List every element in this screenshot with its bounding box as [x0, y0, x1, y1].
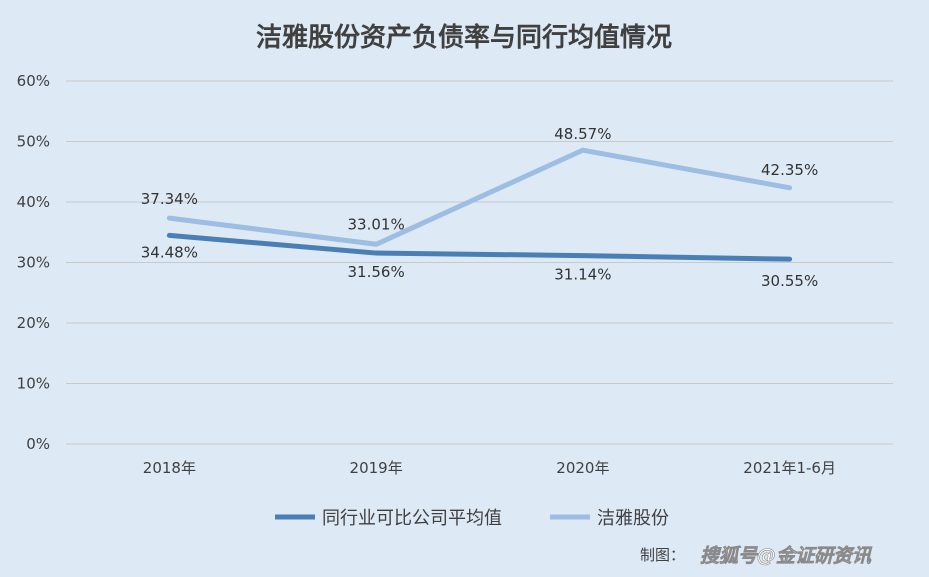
- x-tick-label: 2018年: [143, 459, 196, 477]
- legend-item: 洁雅股份: [550, 508, 669, 529]
- y-tick-label: 20%: [17, 314, 50, 332]
- watermark-text: 搜狐号@金证研资讯: [700, 545, 873, 567]
- legend-label: 同行业可比公司平均值: [322, 508, 502, 529]
- y-tick-label: 0%: [26, 435, 50, 453]
- gridlines: [66, 80, 893, 445]
- legend-item: 同行业可比公司平均值: [275, 508, 502, 529]
- credit-label: 制图：: [640, 546, 685, 564]
- data-label: 48.57%: [554, 125, 611, 143]
- data-label: 33.01%: [348, 215, 405, 233]
- series-lines: [166, 147, 793, 262]
- data-label: 34.48%: [141, 243, 198, 261]
- data-labels: 34.48% 31.56% 31.14% 30.55% 37.34% 33.01% 48.5…: [141, 125, 818, 290]
- legend: 同行业可比公司平均值 洁雅股份: [275, 508, 669, 529]
- y-tick-label: 30%: [17, 254, 50, 272]
- x-tick-label: 2021年1-6月: [743, 459, 836, 477]
- y-tick-label: 10%: [17, 375, 50, 393]
- y-tick-label: 50%: [17, 133, 50, 151]
- y-axis-ticks: 0% 10% 20% 30% 40% 50% 60%: [17, 72, 50, 453]
- chart-title: 洁雅股份资产负债率与同行均值情况: [256, 22, 672, 53]
- x-tick-label: 2019年: [350, 459, 403, 477]
- y-tick-label: 60%: [17, 72, 50, 90]
- x-axis-ticks: 2018年 2019年 2020年 2021年1-6月: [143, 459, 836, 477]
- data-label: 42.35%: [761, 161, 818, 179]
- series-line-1: [166, 147, 793, 247]
- y-tick-label: 40%: [17, 193, 50, 211]
- data-label: 30.55%: [761, 272, 818, 290]
- legend-label: 洁雅股份: [597, 508, 669, 529]
- series-line-0: [166, 232, 793, 262]
- data-label: 37.34%: [141, 190, 198, 208]
- data-label: 31.14%: [554, 266, 611, 284]
- data-label: 31.56%: [348, 263, 405, 281]
- x-tick-label: 2020年: [556, 459, 609, 477]
